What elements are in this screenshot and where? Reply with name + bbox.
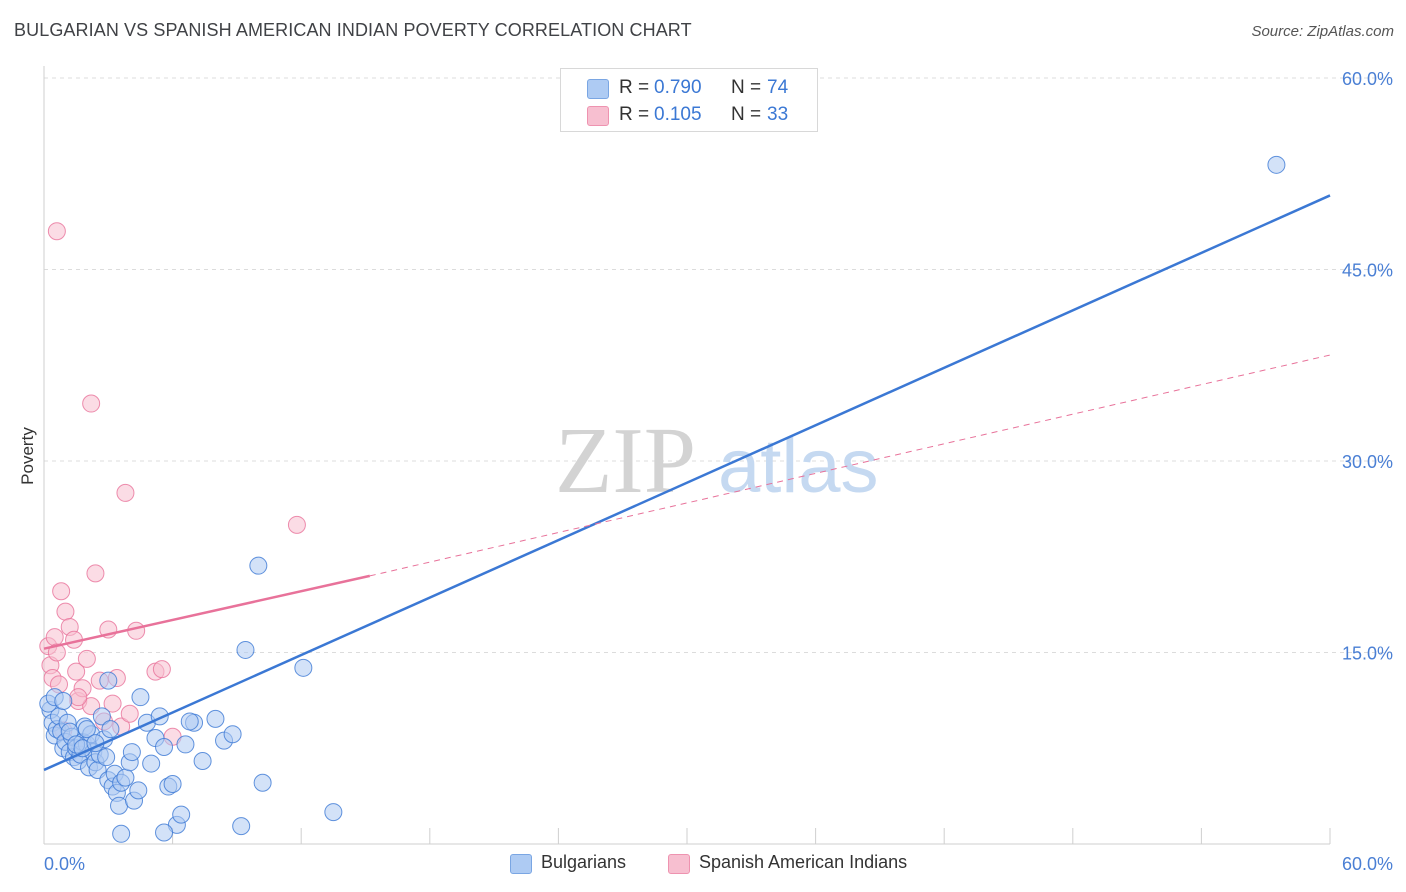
data-point-spanish-american-indians (152, 660, 171, 679)
data-point-bulgarians (236, 640, 255, 659)
data-point-spanish-american-indians (52, 582, 71, 601)
legend: R = 0.790 N = 74 R = 0.105 N = 33 (560, 68, 818, 132)
data-point-bulgarians (122, 743, 141, 762)
legend-swatch-pink (587, 106, 609, 126)
data-point-spanish-american-indians (56, 602, 75, 621)
data-point-bulgarians (193, 752, 212, 771)
data-point-spanish-american-indians (86, 564, 105, 583)
data-point-bulgarians (54, 692, 73, 711)
grid-lines (44, 77, 1392, 653)
y-tick-label: 60.0% (1342, 69, 1393, 89)
data-point-bulgarians (294, 658, 313, 677)
legend-row-bulgarians: R = 0.790 N = 74 (561, 75, 817, 103)
legend-r-label: R = (619, 104, 650, 125)
y-tick-label: 15.0% (1342, 644, 1393, 664)
trend-lines (43, 194, 1331, 772)
data-point-spanish-american-indians (45, 628, 64, 647)
data-point-bulgarians (253, 773, 272, 792)
trend-line-bulgarians (43, 194, 1331, 772)
data-point-spanish-american-indians (103, 694, 122, 713)
data-point-spanish-american-indians (77, 649, 96, 668)
chart-source: Source: ZipAtlas.com (1251, 23, 1394, 40)
legend-r-value: 0.105 (654, 104, 702, 125)
x-ticks: 0.0% 60.0% (43, 828, 1393, 874)
legend-n-label: N = (731, 104, 762, 125)
data-point-bulgarians (110, 796, 129, 815)
data-point-bulgarians (249, 556, 268, 575)
bottom-legend-swatch-blue (510, 854, 532, 874)
watermark-zip: ZIP (555, 409, 696, 513)
legend-r-label: R = (619, 77, 650, 98)
data-point-spanish-american-indians (120, 704, 139, 723)
watermark: ZIP atlas (555, 409, 879, 513)
data-point-bulgarians (129, 781, 148, 800)
data-point-bulgarians (172, 805, 191, 824)
data-point-bulgarians (92, 707, 111, 726)
data-point-spanish-american-indians (67, 662, 86, 681)
data-point-bulgarians (77, 720, 96, 739)
y-axis-title: Poverty (18, 427, 37, 485)
y-tick-labels: 15.0% 30.0% 45.0% 60.0% (1342, 69, 1393, 664)
legend-n-value: 74 (767, 77, 789, 98)
y-tick-label: 45.0% (1342, 261, 1393, 281)
bottom-legend-label: Bulgarians (541, 852, 627, 872)
data-point-bulgarians (97, 748, 116, 767)
data-point-bulgarians (223, 725, 242, 744)
data-point-spanish-american-indians (47, 643, 66, 662)
series-spanish-american-indians-points (39, 222, 306, 746)
y-tick-label: 30.0% (1342, 452, 1393, 472)
trend-line-spanish-american-indians (43, 574, 371, 650)
data-point-bulgarians (163, 774, 182, 793)
x-tick-label: 60.0% (1342, 854, 1393, 874)
data-point-spanish-american-indians (127, 621, 146, 640)
data-point-bulgarians (206, 709, 225, 728)
data-point-spanish-american-indians (69, 688, 88, 707)
chart-title: BULGARIAN VS SPANISH AMERICAN INDIAN POV… (14, 20, 692, 40)
bottom-legend-swatch-pink (668, 854, 690, 874)
legend-r-value: 0.790 (654, 77, 702, 98)
data-point-bulgarians (180, 712, 199, 731)
data-point-bulgarians (232, 817, 251, 836)
data-point-bulgarians (101, 720, 120, 739)
legend-n-value: 33 (767, 104, 789, 125)
data-point-bulgarians (155, 737, 174, 756)
data-point-bulgarians (142, 754, 161, 773)
legend-n-label: N = (731, 77, 762, 98)
data-point-bulgarians (131, 688, 150, 707)
data-point-bulgarians (116, 768, 135, 787)
data-point-spanish-american-indians (287, 515, 306, 534)
data-point-bulgarians (99, 671, 118, 690)
data-point-spanish-american-indians (82, 394, 101, 413)
x-tick-label: 0.0% (44, 854, 85, 874)
legend-swatch-blue (587, 79, 609, 99)
watermark-atlas: atlas (718, 424, 879, 509)
data-point-spanish-american-indians (47, 222, 66, 241)
data-point-bulgarians (155, 823, 174, 842)
bottom-legend-label: Spanish American Indians (699, 852, 908, 872)
data-point-bulgarians (176, 735, 195, 754)
data-point-bulgarians (324, 803, 343, 822)
data-point-bulgarians (112, 824, 131, 843)
legend-row-spanish-american-indians: R = 0.105 N = 33 (561, 102, 817, 130)
data-point-bulgarians (1267, 155, 1286, 174)
data-point-spanish-american-indians (116, 483, 135, 502)
